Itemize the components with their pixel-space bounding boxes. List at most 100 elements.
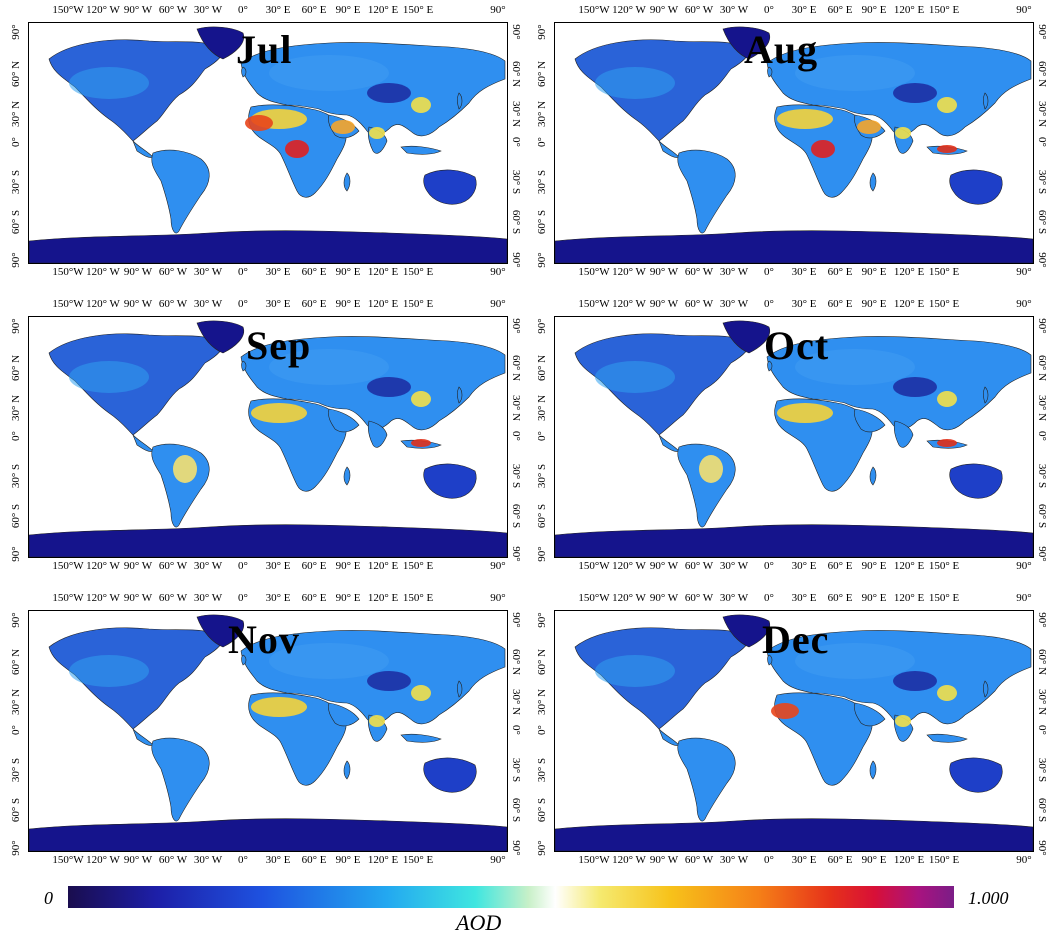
y-tick-label: 30° S (510, 757, 522, 783)
x-tick-label: 120° W (612, 560, 646, 572)
y-tick-label: 60° S (10, 503, 22, 529)
aod-hotspot-eastchina (411, 97, 431, 113)
aod-hotspot-arabia (331, 120, 355, 134)
x-tick-label: 90° E (335, 298, 361, 310)
x-tick-label: 150° E (928, 560, 960, 572)
land-japan (983, 386, 989, 404)
x-tick-label: 150°W (52, 560, 84, 572)
x-axis-top: 150°W 120° W 90° W 60° W 30° W 0° 30° E 60° E 90… (28, 298, 506, 312)
x-tick-label: 120° E (893, 266, 925, 278)
x-tick-label: 150°W (52, 854, 84, 866)
y-tick-label: 30° N (536, 394, 548, 422)
y-tick-label: 0° (10, 725, 22, 735)
x-tick-label: 0° (764, 266, 774, 278)
aod-hotspot-centralafrica (811, 140, 835, 158)
x-tick-label: 90° E (861, 560, 887, 572)
y-tick-label: 90° (536, 546, 548, 562)
y-tick-label: 0° (510, 137, 522, 147)
x-tick-label: 90° (1016, 266, 1032, 278)
land-antarctica (29, 818, 507, 851)
y-tick-label: 60° S (536, 503, 548, 529)
land-antarctica (555, 230, 1033, 263)
colorbar-gradient (68, 886, 954, 908)
x-axis-bottom: 150°W 120° W 90° W 60° W 30° W 0° 30° E 60° E 90… (28, 266, 506, 280)
x-tick-label: 60° E (827, 854, 853, 866)
y-tick-label: 60° N (1036, 354, 1048, 382)
x-tick-label: 30° E (791, 592, 817, 604)
aod-hotspot-centralafrica (285, 140, 309, 158)
x-tick-label: 90° E (335, 560, 361, 572)
x-tick-label: 150° E (402, 560, 434, 572)
land-madagascar (869, 466, 877, 486)
x-tick-label: 90° E (861, 298, 887, 310)
y-tick-label: 90° (510, 318, 522, 334)
y-tick-label: 60° S (1036, 503, 1048, 529)
x-axis-top: 150°W 120° W 90° W 60° W 30° W 0° 30° E 60° E 90… (554, 592, 1032, 606)
y-tick-label: 0° (510, 431, 522, 441)
aod-hotspot-amazon (173, 455, 197, 483)
y-tick-label: 30° N (10, 394, 22, 422)
land-indonesia (400, 733, 442, 743)
y-tick-label: 90° (1036, 24, 1048, 40)
x-tick-label: 30° W (719, 560, 749, 572)
aod-hotspot-indonesia (937, 439, 957, 447)
y-tick-label: 0° (1036, 725, 1048, 735)
x-tick-label: 90° W (123, 592, 153, 604)
y-tick-label: 30° N (1036, 100, 1048, 128)
x-tick-label: 90° E (335, 4, 361, 16)
y-tick-label: 0° (536, 725, 548, 735)
colorbar-title: AOD (456, 910, 502, 935)
y-tick-label: 30° N (10, 100, 22, 128)
x-tick-label: 150° E (928, 266, 960, 278)
x-tick-label: 90° W (123, 560, 153, 572)
y-tick-label: 0° (536, 431, 548, 441)
x-tick-label: 30° E (265, 854, 291, 866)
x-tick-label: 150°W (578, 560, 610, 572)
y-tick-label: 60° N (510, 60, 522, 88)
y-tick-label: 60° S (536, 209, 548, 235)
aod-hotspot-westafrica (245, 115, 273, 131)
x-tick-label: 30° W (193, 592, 223, 604)
x-tick-label: 30° W (719, 592, 749, 604)
y-tick-label: 30° S (536, 463, 548, 489)
land-africa (774, 692, 873, 786)
x-tick-label: 0° (764, 560, 774, 572)
land-japan (457, 680, 463, 698)
x-tick-label: 120° W (612, 854, 646, 866)
land-australia (949, 463, 1003, 499)
land-australia (423, 169, 477, 205)
land-uk (241, 654, 247, 666)
y-tick-label: 30° S (536, 169, 548, 195)
map-frame (28, 316, 508, 558)
x-tick-label: 90° (1016, 592, 1032, 604)
y-tick-label: 30° N (1036, 688, 1048, 716)
x-tick-label: 0° (238, 298, 248, 310)
x-tick-label: 60° W (684, 298, 714, 310)
x-axis-top: 150°W 120° W 90° W 60° W 30° W 0° 30° E 60° E 90… (28, 4, 506, 18)
x-tick-label: 150° E (402, 854, 434, 866)
x-tick-label: 120° E (367, 592, 399, 604)
y-tick-label: 90° (10, 612, 22, 628)
aod-hotspot-india (895, 127, 911, 139)
month-label-dec: Dec (762, 617, 830, 662)
y-tick-label: 60° N (536, 60, 548, 88)
x-tick-label: 90° W (123, 4, 153, 16)
aod-hotspot-sahara (777, 109, 833, 129)
x-tick-label: 150° E (928, 298, 960, 310)
x-tick-label: 120° E (367, 4, 399, 16)
land-japan (983, 92, 989, 110)
x-tick-label: 90° (490, 266, 506, 278)
land-madagascar (343, 760, 351, 780)
x-tick-label: 90° (490, 4, 506, 16)
y-tick-label: 90° (10, 318, 22, 334)
land-japan (983, 680, 989, 698)
x-axis-top: 150°W 120° W 90° W 60° W 30° W 0° 30° E 60° E 90… (554, 298, 1032, 312)
x-tick-label: 30° W (719, 266, 749, 278)
x-tick-label: 90° E (335, 854, 361, 866)
y-tick-label: 90° (536, 318, 548, 334)
y-axis-left: 90° 60° N 30° N 0° 30° S 60° S 90° (8, 316, 24, 561)
x-tick-label: 30° W (193, 298, 223, 310)
y-axis-left: 90° 60° N 30° N 0° 30° S 60° S 90° (8, 610, 24, 855)
x-tick-label: 150°W (578, 266, 610, 278)
land-antarctica (555, 818, 1033, 851)
